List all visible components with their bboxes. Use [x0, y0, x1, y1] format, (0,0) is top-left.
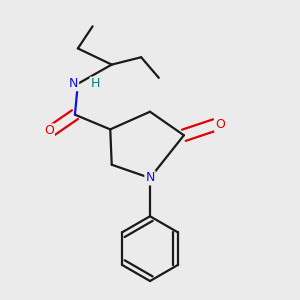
- Text: H: H: [90, 77, 100, 90]
- Text: N: N: [145, 172, 155, 184]
- Text: N: N: [69, 77, 78, 90]
- Text: O: O: [44, 124, 54, 137]
- Text: O: O: [215, 118, 225, 131]
